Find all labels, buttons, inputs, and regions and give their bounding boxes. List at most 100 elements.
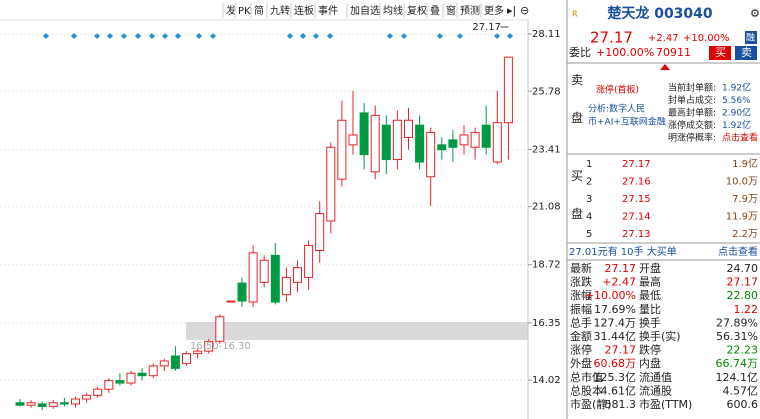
analysis[interactable]: 分析:数字人民 (588, 103, 645, 115)
candle-body (326, 146, 336, 222)
stat-value: 66.74万 (716, 357, 759, 370)
info-value: 5.56% (722, 96, 751, 106)
stat-label: 涨幅 (570, 289, 592, 302)
toolbar-button[interactable]: 窗 (446, 4, 456, 17)
candle-body (126, 372, 136, 384)
bid-volume: 7.9万 (732, 194, 758, 205)
toolbar-button[interactable]: 发 (226, 4, 236, 17)
toolbar-button[interactable]: 叠 (430, 5, 440, 17)
stat-value: 4.61亿 (601, 384, 637, 397)
stat-value: 17.69% (594, 303, 636, 316)
candle-body (193, 350, 203, 355)
toolbar-button[interactable]: PK (238, 6, 251, 17)
candle-body (470, 132, 480, 148)
stat-label: 最高 (639, 275, 661, 289)
side-label: 买盘 (571, 169, 583, 221)
event-marker[interactable] (457, 33, 463, 39)
y-tick-label: 14.02 (532, 375, 561, 386)
toolbar-button[interactable]: 预测 (460, 4, 480, 17)
stat-label: 流通值 (639, 370, 672, 384)
stat-label: 换手(实) (639, 329, 681, 343)
stat-label: 开盘 (639, 261, 661, 275)
event-marker[interactable] (313, 33, 319, 39)
toolbar-button[interactable]: 连板 (294, 4, 314, 17)
stat-value: 22.23 (727, 344, 759, 357)
candle-body (93, 388, 103, 396)
candle-body (259, 259, 269, 283)
toolbar-button[interactable]: 更多 (484, 4, 504, 17)
icon[interactable]: ▸| (507, 4, 516, 17)
stat-value: 124.1亿 (716, 371, 759, 384)
y-tick-label: 28.11 (532, 29, 561, 40)
stat-value: 56.31% (716, 330, 758, 343)
candle-body (293, 267, 302, 283)
candle-body (237, 282, 247, 302)
buy-button[interactable]: 买 (715, 46, 726, 59)
info-value[interactable]: 点击查看 (722, 132, 758, 144)
side-label: 卖盘 (571, 73, 583, 125)
sell-button-bg[interactable] (735, 46, 757, 60)
stat-value: 127.4万 (594, 316, 637, 329)
stat-label: 流通股 (639, 383, 672, 397)
candle-body (115, 380, 125, 384)
icon[interactable]: ⊖ (520, 4, 529, 17)
bid-price: 27.17 (622, 159, 651, 170)
toolbar-button[interactable]: 事件 (318, 4, 338, 17)
candle-body (304, 245, 314, 278)
y-tick-label: 21.08 (532, 202, 561, 213)
gap-annotation: 16.50-16.30 (190, 341, 251, 352)
stat-value: 60.68万 (594, 357, 637, 370)
candle-body (204, 340, 214, 352)
concept[interactable]: 币+AI+互联网金融 (588, 116, 666, 128)
stat-label: 振幅 (570, 302, 592, 316)
event-marker[interactable] (494, 33, 500, 39)
toolbar-button[interactable]: 均线 (383, 4, 403, 17)
toolbar-button[interactable]: 九转 (270, 4, 290, 17)
info-label: 明涨停概率: (668, 132, 716, 144)
info-value: 2.90亿 (722, 107, 751, 119)
candle-body (448, 139, 458, 148)
bid-level: 3 (586, 194, 592, 205)
big-order-link[interactable]: 点击查看 (718, 245, 758, 258)
candle-body (503, 56, 513, 124)
candle-body (37, 403, 47, 407)
candle-body (148, 365, 158, 377)
buy-button-bg[interactable] (709, 46, 731, 60)
candle-body (71, 398, 80, 405)
event-marker[interactable] (401, 33, 407, 39)
candle-body (159, 360, 169, 367)
y-tick-label: 18.72 (532, 260, 561, 271)
event-marker[interactable] (121, 33, 127, 39)
toolbar-button[interactable]: 加自选 (350, 4, 380, 17)
gap-band (186, 322, 528, 340)
stat-label: 内盘 (639, 356, 661, 370)
bid-price: 27.14 (622, 212, 651, 223)
candle-body (281, 276, 291, 296)
bid-level: 2 (586, 177, 592, 188)
candle-body (381, 124, 391, 161)
arrow-icon (660, 64, 670, 70)
bid-volume: 2.2万 (732, 229, 758, 240)
stat-label: 量比 (639, 303, 661, 316)
toolbar-button[interactable]: 复权 (407, 4, 427, 17)
sell-button[interactable]: 卖 (741, 46, 752, 59)
settings-icon[interactable]: ⚙ (750, 7, 760, 20)
high-annotation: 27.17 (472, 22, 501, 33)
event-marker[interactable] (210, 33, 216, 39)
info-label: 涨停成交额: (668, 119, 716, 131)
toolbar-button[interactable]: 简 (254, 4, 264, 17)
event-marker[interactable] (94, 33, 100, 39)
stat-value: 581.3 (605, 398, 637, 411)
stat-label: 最新 (570, 261, 592, 275)
candle-body (459, 134, 469, 146)
candle-body (481, 124, 491, 148)
event-marker[interactable] (437, 33, 443, 39)
badge-box (745, 31, 757, 44)
candle-body (226, 300, 236, 303)
event-marker[interactable] (162, 33, 168, 39)
candle-body (48, 402, 58, 407)
event-marker[interactable] (149, 33, 155, 39)
info-value: 1.92亿 (722, 119, 751, 131)
